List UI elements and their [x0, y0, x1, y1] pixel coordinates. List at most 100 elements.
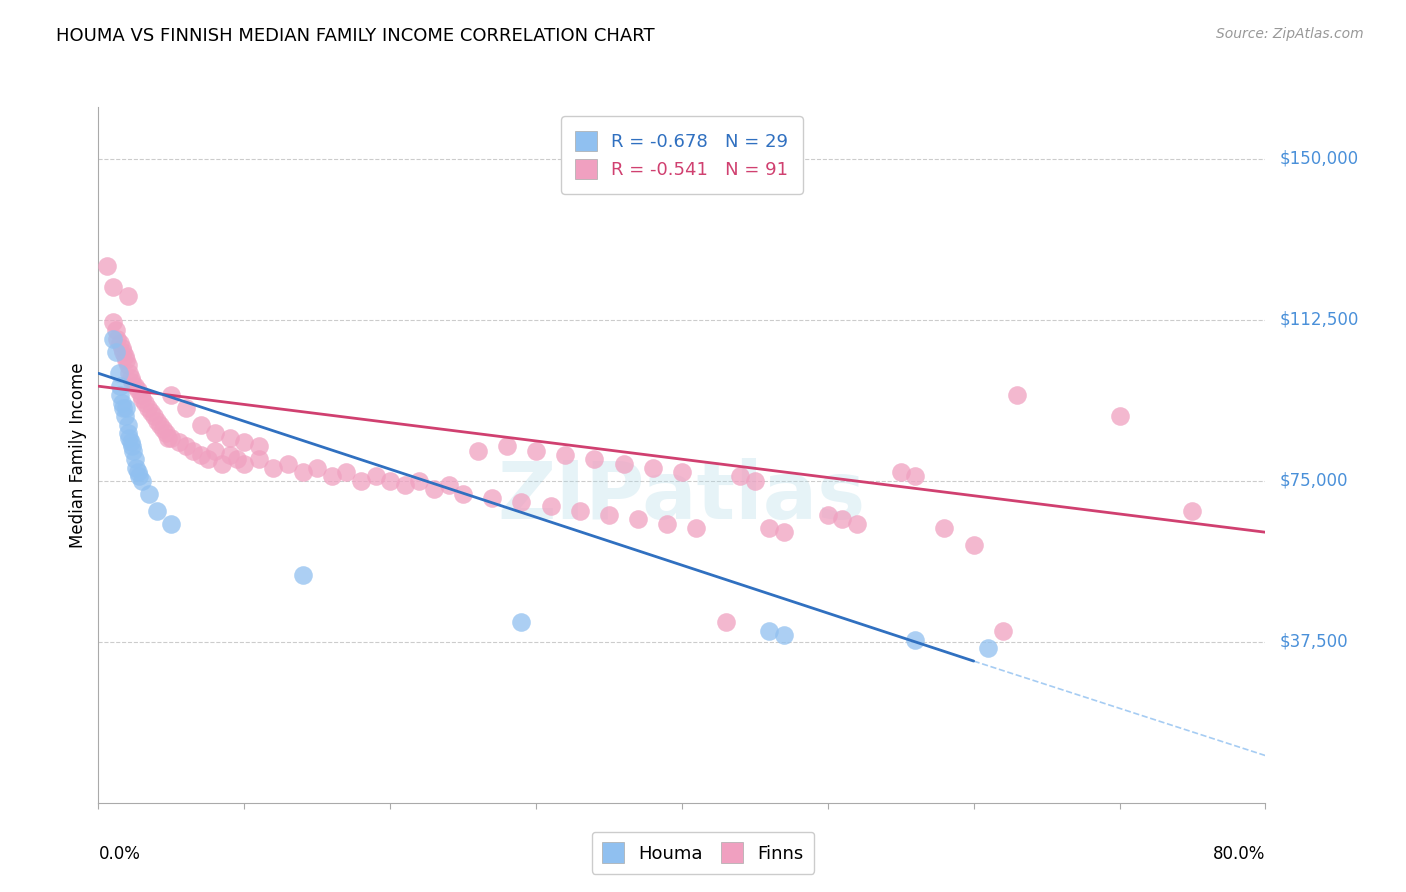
Point [157, 431, 180, 445]
Point [115, 401, 138, 415]
Point [934, 521, 956, 535]
Point [101, 280, 124, 294]
Point [423, 483, 446, 497]
Point [262, 460, 284, 475]
Point [657, 516, 679, 531]
Point [233, 435, 256, 450]
Point [131, 474, 153, 488]
Point [110, 336, 132, 351]
Point [247, 439, 270, 453]
Point [218, 448, 240, 462]
Point [335, 465, 357, 479]
Point [773, 525, 796, 540]
Text: ZIPatlas: ZIPatlas [498, 458, 866, 536]
Point [204, 426, 226, 441]
Point [991, 624, 1014, 638]
Point [524, 443, 547, 458]
Point [152, 422, 174, 436]
Point [350, 474, 373, 488]
Point [160, 388, 183, 402]
Legend: R = -0.678   N = 29, R = -0.541   N = 91: R = -0.678 N = 29, R = -0.541 N = 91 [561, 116, 803, 194]
Point [131, 392, 153, 406]
Point [612, 457, 634, 471]
Point [671, 465, 693, 479]
Point [120, 370, 142, 384]
Point [108, 367, 131, 381]
Point [124, 452, 146, 467]
Point [160, 431, 183, 445]
Point [510, 495, 533, 509]
Point [685, 521, 707, 535]
Point [291, 568, 314, 582]
Point [190, 417, 212, 432]
Point [125, 460, 148, 475]
Text: $37,500: $37,500 [1279, 632, 1348, 651]
Point [204, 443, 226, 458]
Point [758, 624, 780, 638]
Point [129, 388, 152, 402]
Point [451, 486, 474, 500]
Point [568, 504, 591, 518]
Point [394, 478, 416, 492]
Point [118, 431, 141, 445]
Point [114, 349, 136, 363]
Point [117, 358, 139, 372]
Point [110, 388, 132, 402]
Point [510, 615, 533, 630]
Point [146, 413, 169, 427]
Point [146, 504, 169, 518]
Point [627, 512, 650, 526]
Point [977, 641, 1000, 656]
Point [138, 486, 160, 500]
Point [122, 443, 145, 458]
Point [277, 457, 299, 471]
Point [101, 315, 124, 329]
Text: Source: ZipAtlas.com: Source: ZipAtlas.com [1216, 27, 1364, 41]
Point [773, 628, 796, 642]
Point [160, 516, 183, 531]
Point [641, 460, 664, 475]
Point [598, 508, 620, 522]
Point [111, 396, 134, 410]
Point [120, 435, 142, 450]
Point [115, 353, 138, 368]
Point [124, 379, 146, 393]
Point [128, 469, 150, 483]
Point [291, 465, 314, 479]
Point [583, 452, 606, 467]
Point [139, 405, 162, 419]
Point [962, 538, 984, 552]
Point [117, 417, 139, 432]
Point [105, 332, 128, 346]
Point [155, 426, 177, 441]
Y-axis label: Median Family Income: Median Family Income [69, 362, 87, 548]
Point [247, 452, 270, 467]
Point [114, 409, 136, 424]
Text: 0.0%: 0.0% [98, 845, 141, 863]
Point [111, 341, 134, 355]
Point [112, 401, 135, 415]
Point [104, 323, 127, 337]
Point [728, 469, 751, 483]
Point [136, 401, 159, 415]
Point [127, 384, 149, 398]
Point [495, 439, 517, 453]
Point [364, 469, 387, 483]
Point [117, 289, 139, 303]
Point [112, 344, 135, 359]
Point [142, 409, 165, 424]
Point [437, 478, 460, 492]
Point [190, 448, 212, 462]
Text: $112,500: $112,500 [1279, 310, 1358, 328]
Point [127, 465, 149, 479]
Legend: Houma, Finns: Houma, Finns [592, 831, 814, 874]
Point [121, 439, 143, 453]
Point [904, 469, 927, 483]
Point [233, 457, 256, 471]
Point [1108, 409, 1130, 424]
Point [117, 426, 139, 441]
Point [758, 521, 780, 535]
Point [96, 259, 118, 273]
Point [831, 512, 853, 526]
Point [181, 443, 204, 458]
